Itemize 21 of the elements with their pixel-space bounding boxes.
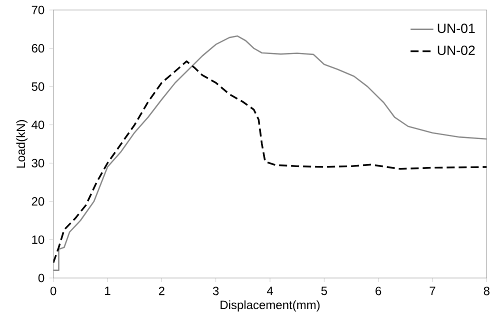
x-tick-label: 4	[266, 286, 273, 295]
y-tick-label: 20	[32, 197, 44, 206]
x-tick-label: 0	[50, 286, 56, 296]
x-tick-label: 8	[484, 286, 490, 296]
y-tick-label: 0	[38, 274, 44, 282]
y-tick-label: 10	[32, 235, 44, 244]
y-axis-title: Load(kN)	[16, 120, 28, 168]
x-tick-label: 3	[212, 286, 219, 296]
x-tick-label: 6	[376, 286, 382, 296]
legend-label: UN-02	[438, 46, 475, 56]
y-tick-label: 70	[32, 6, 44, 14]
x-tick-label: 7	[430, 286, 436, 295]
y-tick-label: 60	[32, 44, 44, 53]
x-tick-label: 2	[158, 286, 164, 296]
y-tick-label: 30	[32, 158, 44, 168]
x-tick-label: 5	[321, 286, 327, 296]
legend-label: UN-01	[438, 24, 475, 34]
y-tick-label: 50	[32, 82, 44, 91]
x-tick-label: 1	[105, 286, 110, 295]
x-axis-title: Displacement(mm)	[220, 300, 320, 312]
y-tick-label: 40	[32, 120, 44, 130]
